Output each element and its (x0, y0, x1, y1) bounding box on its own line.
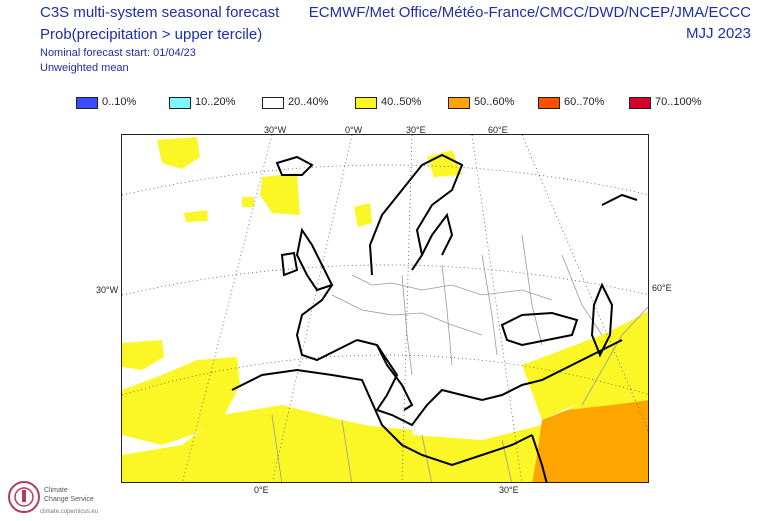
border-line (341, 419, 353, 482)
area-arabia (532, 400, 648, 482)
legend-label: 10..20% (195, 96, 236, 108)
border-line (401, 274, 413, 376)
map-svg (122, 135, 648, 482)
coast-mediterranean-north (356, 339, 623, 427)
lon-label-top: 30°E (406, 125, 426, 135)
border-line (331, 294, 483, 336)
coast-caspian (590, 282, 614, 358)
border-line (351, 274, 553, 301)
legend-label: 60..70% (564, 96, 605, 108)
legend-label: 20..40% (288, 96, 329, 108)
lon-label-left: 30°W (96, 285, 119, 295)
lon-label-bottom: 30°E (499, 485, 519, 495)
country-borders (271, 234, 648, 482)
logo-text-line2: Change Service (44, 496, 94, 503)
area-finland (427, 150, 462, 177)
coast-italy (376, 344, 414, 411)
centres-text: ECMWF/Met Office/Météo-France/CMCC/DWD/N… (308, 4, 751, 21)
lon-label-top: 60°E (488, 125, 508, 135)
area-iceland-south (184, 210, 208, 222)
border-line (521, 234, 543, 346)
page-title: C3S multi-system seasonal forecast (40, 4, 280, 21)
logo-url[interactable]: climate.copernicus.eu (40, 509, 99, 515)
border-line (441, 264, 453, 366)
area-north-atlantic-2 (260, 173, 300, 215)
border-line (421, 434, 433, 482)
border-line (481, 254, 498, 356)
legend-swatch (629, 97, 651, 109)
border-line (581, 306, 648, 406)
logo-thermometer-icon (22, 490, 26, 502)
border-line (271, 414, 283, 482)
lon-label-top: 0°W (345, 125, 363, 135)
legend-label: 40..50% (381, 96, 422, 108)
graticule-line (182, 135, 273, 482)
border-line (561, 254, 603, 336)
lon-label-top: 30°W (264, 125, 287, 135)
legend-swatch (448, 97, 470, 109)
coast-north-africa (231, 368, 533, 467)
legend-label: 70..100% (655, 96, 702, 108)
coastlines (231, 153, 638, 482)
graticule-line (122, 164, 648, 196)
coast-iceland (275, 155, 314, 176)
graticule-line (122, 264, 648, 296)
area-north-africa (122, 357, 240, 445)
coast-british-isles (295, 227, 334, 292)
coast-red-sea (531, 434, 548, 482)
mean-type-text: Unweighted mean (40, 62, 129, 74)
coast-black-sea (500, 311, 579, 347)
coast-europe-west (295, 284, 358, 362)
legend-swatch (262, 97, 284, 109)
legend-swatch (538, 97, 560, 109)
period-text: MJJ 2023 (685, 25, 751, 42)
graticule (122, 135, 648, 482)
legend-swatch (355, 97, 377, 109)
probability-50-60-areas (532, 400, 648, 482)
logo-text-line1: Climate (44, 487, 68, 494)
area-north-atlantic (157, 137, 200, 169)
page-subtitle: Prob(precipitation > upper tercile) (40, 26, 263, 43)
graticule-line (122, 354, 648, 396)
lon-label-bottom: 0°E (254, 485, 269, 495)
legend-swatch (169, 97, 191, 109)
area-scandinavia (354, 203, 372, 227)
coast-novaya-zemlya (601, 193, 638, 206)
coast-baltic (421, 212, 454, 256)
forecast-map (121, 134, 649, 483)
coast-scandinavia (368, 153, 464, 276)
graticule-line (471, 135, 523, 482)
coast-ireland (280, 251, 299, 277)
logo-inner-ring-icon (14, 487, 34, 507)
legend-swatch (76, 97, 98, 109)
copernicus-logo (8, 481, 40, 513)
legend-label: 0..10% (102, 96, 137, 108)
area-iberia-atlantic (122, 340, 164, 370)
probability-40-50-areas (122, 137, 648, 482)
logo-ring-icon (8, 481, 40, 513)
area-east-med (522, 311, 648, 420)
forecast-start-text: Nominal forecast start: 01/04/23 (40, 47, 196, 59)
lon-label-right: 60°E (652, 283, 672, 293)
area-norway-sea (242, 197, 254, 207)
legend-label: 50..60% (474, 96, 515, 108)
